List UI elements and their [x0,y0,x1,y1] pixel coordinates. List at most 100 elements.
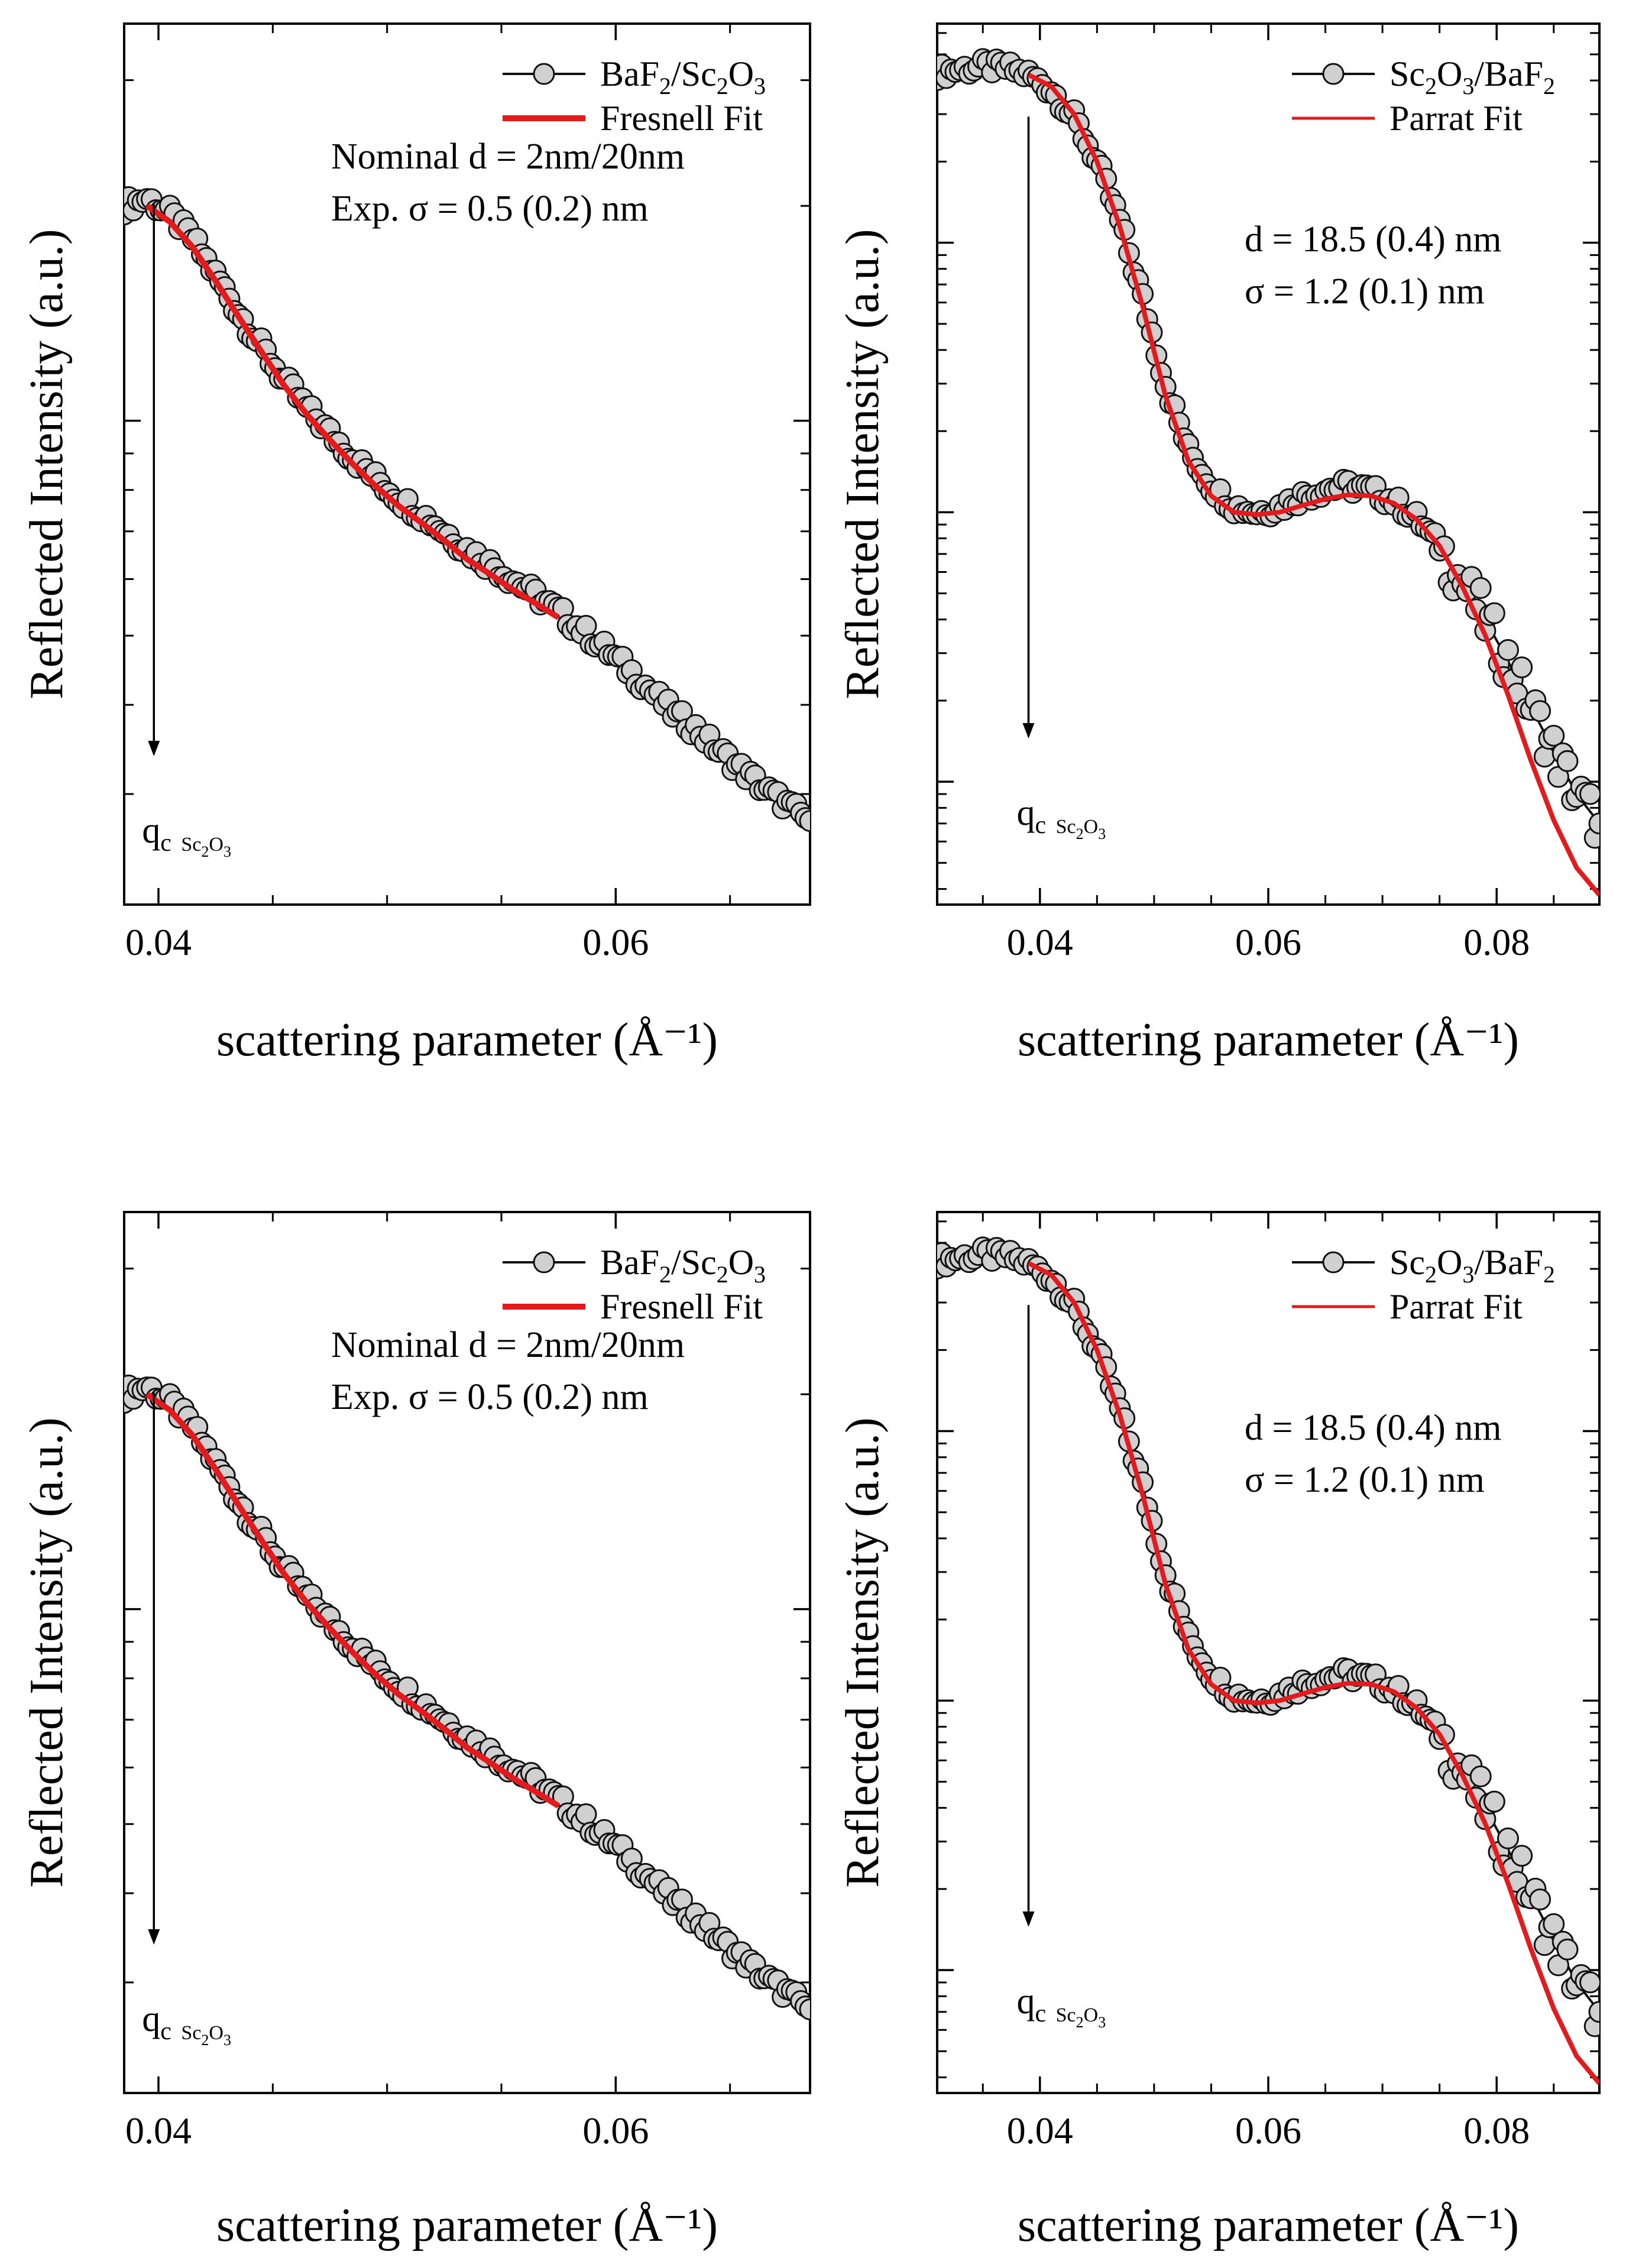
plot-frame [123,1211,811,2094]
legend-fit-label: Fresnell Fit [600,1287,763,1326]
data-point [575,615,597,637]
axis-ticks: 0.04 0.06 [124,1212,810,2152]
qc-material: Sc [1051,2004,1076,2026]
annotation-line-2: Exp. σ = 0.5 (0.2) nm [331,189,649,229]
data-point [1497,639,1520,661]
annotation-line-2: σ = 1.2 (0.1) nm [1245,1460,1485,1500]
legend-fit-label: Parrat Fit [1389,99,1523,138]
legend-data-label: Sc2O3/BaF2 [1389,54,1555,99]
x-axis-label: scattering parameter (Å⁻¹) [216,2199,718,2251]
data-point [1483,1790,1505,1813]
qc-sub: c [1035,812,1046,839]
data-line [937,1253,1599,2013]
data-point [1588,2001,1599,2023]
legend-data-label-sub: 2 [717,73,728,99]
legend-data-marker [1322,1251,1345,1274]
x-tick-label: 0.06 [582,921,649,963]
qc-material-sub: 3 [224,2032,231,2049]
legend-data-label-sub: 2 [1543,73,1555,99]
qc-material-sub: 2 [201,843,209,860]
x-axis-label: scattering parameter (Å⁻¹) [216,1014,718,1066]
qc-sub: c [160,2018,171,2045]
data-point [1579,783,1599,805]
qc-material: Sc [1051,816,1076,838]
qc-material: O [209,834,224,856]
legend-data-label-part: O [728,1243,754,1282]
legend-data-label-sub: 2 [659,1261,671,1288]
data-point [1511,656,1533,679]
annotations: Nominal d = 2nm/20nm Exp. σ = 0.5 (0.2) n… [142,137,685,860]
legend-data-label-part: BaF [600,1243,659,1282]
data-point [575,1803,597,1826]
plot-frame [936,22,1601,906]
legend-data-label: BaF2/Sc2O3 [600,54,766,99]
qc-label: qc Sc2O3 [1016,1981,1106,2031]
plot-frame [936,1211,1601,2094]
plot-frame [123,22,811,906]
legend-data-label-part: O [1437,1243,1462,1282]
legend-fit-label: Fresnell Fit [600,99,763,138]
data-series [124,1374,810,2021]
data-point [1469,1765,1492,1788]
legend-data-marker [533,1251,555,1274]
x-axis-label: scattering parameter (Å⁻¹) [1018,1014,1519,1066]
qc-material: O [209,2022,224,2044]
annotations: d = 18.5 (0.4) nm σ = 1.2 (0.1) nm qc Sc2O… [1016,116,1501,843]
x-tick-label: 0.06 [1235,2110,1301,2152]
data-series [937,1236,1599,2085]
legend-data-label-sub: 3 [754,1261,766,1288]
annotation-line-2: Exp. σ = 0.5 (0.2) nm [331,1377,649,1417]
qc-arrow-head [1022,723,1035,738]
legend-data-label-sub: 2 [1425,1261,1437,1288]
qc-material: Sc [176,2022,202,2044]
qc-material: Sc [176,834,202,856]
legend-data-label-sub: 3 [1462,1261,1474,1288]
annotation-line-1: Nominal d = 2nm/20nm [331,137,685,177]
y-axis-label: Reflected Intensity (a.u.) [837,1417,889,1887]
x-tick-label: 0.08 [1463,2110,1530,2152]
data-point [799,810,810,832]
legend-data-label-sub: 2 [717,1261,728,1288]
legend-data-marker [1322,63,1345,85]
qc-sub: c [1035,2000,1046,2027]
qc-arrow-head [1022,1911,1035,1927]
y-axis-label: Reflected Intensity (a.u.) [21,1417,73,1887]
qc-arrow-head [148,741,160,756]
fit-line [1027,72,1599,897]
annotation-line-1: Nominal d = 2nm/20nm [331,1325,685,1365]
legend-data-label-sub: 2 [659,73,671,99]
x-tick-label: 0.04 [1007,2110,1073,2152]
x-tick-label: 0.04 [125,2110,192,2152]
data-point [1511,1845,1533,1867]
qc-arrow-head [148,1929,160,1945]
data-point [1529,1888,1551,1911]
x-tick-label: 0.04 [1007,921,1073,963]
legend-data-label-part: O [1437,54,1462,93]
y-axis-label: Reflected Intensity (a.u.) [21,229,73,699]
axis-ticks: 0.04 0.06 0.08 [937,1212,1599,2152]
qc-material-sub: 3 [1098,825,1106,843]
legend-data-label-part: /BaF [1474,54,1543,93]
data-line [937,65,1599,825]
qc-symbol: q [142,1999,160,2039]
qc-material-sub: 2 [1076,2014,1084,2031]
legend-data-label-sub: 3 [754,73,766,99]
data-series [937,48,1599,897]
annotation-line-2: σ = 1.2 (0.1) nm [1245,271,1485,312]
qc-material-sub: 3 [1098,2014,1106,2031]
legend-data-label-part: BaF [600,54,659,93]
qc-label: qc Sc2O3 [142,1999,231,2049]
data-point [799,1998,810,2021]
legend-data-label-sub: 2 [1543,1261,1555,1288]
data-point [1543,1913,1565,1935]
x-tick-label: 0.08 [1463,921,1530,963]
legend-data-label-part: /Sc [671,54,717,93]
annotations: Nominal d = 2nm/20nm Exp. σ = 0.5 (0.2) n… [142,1325,685,2049]
